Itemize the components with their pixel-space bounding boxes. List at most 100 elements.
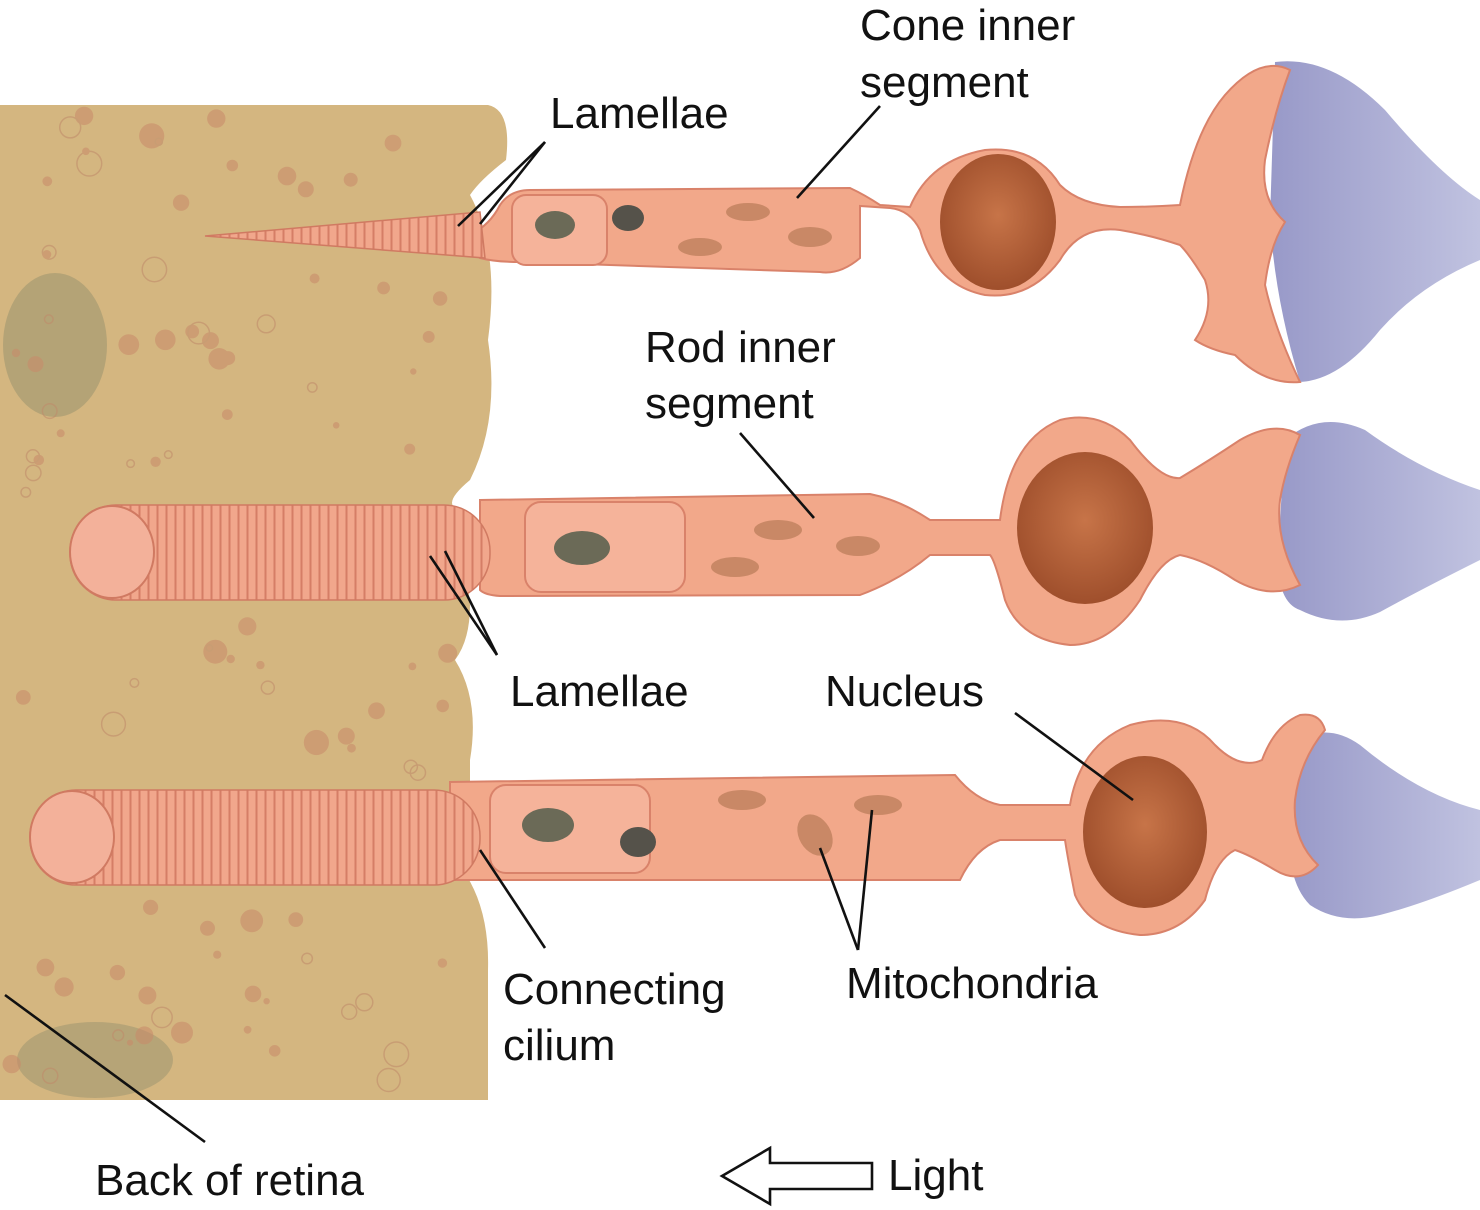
- pigment-granule: [126, 1039, 134, 1046]
- pigment-granule: [436, 699, 450, 713]
- pigment-granule: [408, 662, 417, 671]
- pigment-granule: [27, 356, 44, 373]
- rod-nucleus-middle: [1017, 452, 1153, 604]
- label-cone-inner-segment-line1: Cone inner: [860, 1, 1075, 50]
- label-light: Light: [888, 1151, 983, 1200]
- pigment-granule: [163, 450, 173, 460]
- pigment-granule: [151, 1006, 173, 1029]
- pigment-granule: [377, 281, 390, 295]
- cone-mitochondrion-a: [535, 211, 575, 239]
- pigment-granule: [297, 181, 314, 198]
- pigment-granule: [207, 109, 226, 128]
- cone-mitochondrion-d: [678, 238, 722, 256]
- pigment-granule: [288, 912, 304, 927]
- pigment-granule: [139, 123, 165, 149]
- pigment-granule: [41, 244, 57, 260]
- pigment-granule: [337, 727, 355, 745]
- pigment-granule: [25, 449, 41, 464]
- pigment-granule: [306, 381, 318, 393]
- pigment-granule: [404, 443, 416, 455]
- label-lamellae-middle: Lamellae: [510, 667, 689, 716]
- pigment-granule: [118, 334, 140, 355]
- rod-nucleus-bottom: [1083, 756, 1207, 908]
- pigment-granule: [24, 464, 42, 482]
- pigment-granule: [263, 998, 270, 1005]
- pigment-granule: [244, 985, 262, 1003]
- light-arrow: [719, 1145, 874, 1207]
- pigment-granule: [41, 1067, 59, 1085]
- pigment-granule: [20, 486, 32, 498]
- pigment-granule: [200, 920, 215, 936]
- pigment-granule: [256, 314, 276, 334]
- pigment-granule: [36, 958, 55, 977]
- pigment-granule: [213, 950, 222, 959]
- pigment-granule: [150, 456, 161, 467]
- pigment-granule: [347, 743, 356, 753]
- pigment-granule: [129, 677, 140, 688]
- pigment-granule: [58, 116, 82, 139]
- cone-synapse: [1270, 61, 1480, 382]
- pigment-granule: [74, 106, 94, 126]
- pigment-granule: [437, 958, 448, 968]
- cone-cell: [204, 61, 1480, 384]
- pigment-granule: [260, 680, 276, 695]
- pigment-granule: [410, 368, 417, 375]
- pigment-granule: [143, 899, 159, 916]
- pigment-granule: [256, 660, 265, 670]
- pigment-granule: [403, 759, 419, 775]
- pigment-granule: [42, 176, 53, 187]
- label-cone-inner-segment-line2: segment: [860, 58, 1029, 107]
- pigment-granule: [126, 459, 136, 469]
- pigment-granule: [112, 1029, 125, 1042]
- pigment-granule: [42, 250, 52, 259]
- pigment-granule: [54, 977, 74, 997]
- pigment-granule: [432, 291, 448, 306]
- pigment-granule: [2, 1054, 21, 1074]
- pigment-granule: [303, 729, 329, 756]
- label-nucleus: Nucleus: [825, 667, 984, 716]
- pigment-granule: [82, 147, 90, 156]
- pigment-granule: [171, 1021, 193, 1044]
- pigment-granule: [138, 986, 157, 1005]
- pigment-granule: [268, 1045, 281, 1057]
- pigment-granule: [383, 1041, 410, 1068]
- pigment-granule: [154, 137, 164, 147]
- pigment-granule: [15, 690, 31, 705]
- pigment-granule: [202, 332, 219, 350]
- pigment-granule: [340, 1003, 358, 1021]
- rod-mitochondrion-m1: [554, 531, 610, 565]
- rod-synapse-bottom: [1289, 732, 1480, 919]
- rod-synapse-middle: [1277, 422, 1480, 621]
- pigment-granule: [141, 256, 168, 283]
- left-arrow-outline-icon: [719, 1145, 874, 1207]
- rod-cell-middle: [69, 416, 1480, 647]
- label-lamellae-top: Lamellae: [550, 89, 729, 138]
- pigment-granule: [221, 409, 233, 420]
- pigment-granule: [205, 644, 214, 652]
- pigment-granule: [172, 194, 190, 211]
- cone-mitochondrion-e: [788, 227, 832, 247]
- pigment-granule: [332, 422, 340, 429]
- label-connecting-cilium-line2: cilium: [503, 1021, 615, 1070]
- pigment-granule: [277, 166, 297, 186]
- pigment-granule: [240, 909, 264, 933]
- pigment-granule: [41, 403, 58, 420]
- pigment-granule: [384, 134, 402, 152]
- cone-mitochondrion-b: [612, 205, 644, 231]
- label-mitochondria: Mitochondria: [846, 959, 1098, 1008]
- pigment-granule: [208, 348, 230, 370]
- rod-mitochondrion-b1: [522, 808, 574, 842]
- rod-cell-bottom: [29, 713, 1480, 937]
- pigment-granule: [203, 639, 228, 664]
- cone-nucleus: [940, 154, 1056, 290]
- leader-lines: [4, 105, 1134, 1144]
- pigment-granule: [56, 429, 65, 438]
- pigment-granule: [135, 1026, 154, 1045]
- pigment-granule: [301, 952, 314, 965]
- pigment-granule: [376, 1067, 401, 1093]
- pigment-granule: [100, 711, 127, 737]
- pigment-granule: [109, 964, 126, 981]
- cone-outer-segment: [204, 211, 486, 259]
- label-rod-inner-segment-line2: segment: [645, 379, 814, 428]
